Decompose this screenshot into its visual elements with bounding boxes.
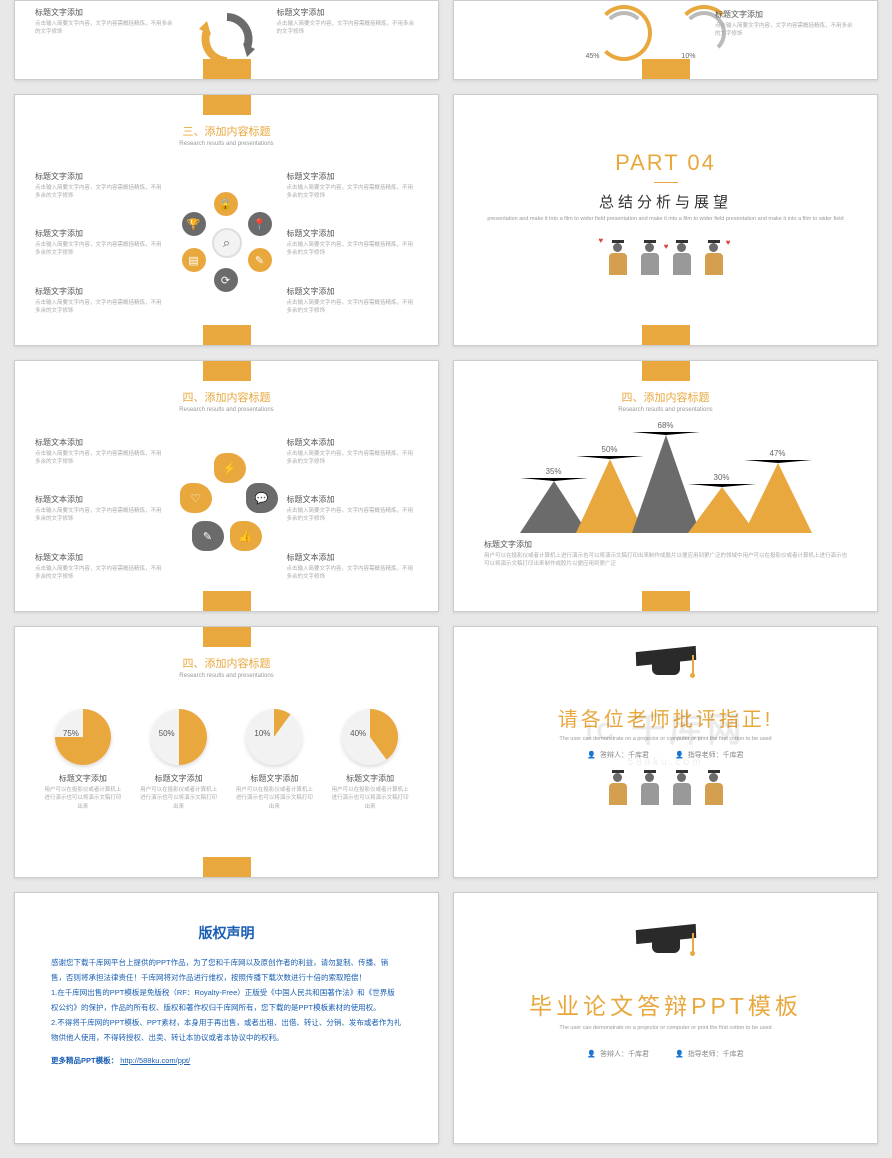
slide-title: 四、添加内容标题 (15, 655, 438, 671)
item-desc: 点击输入简要文字内容，文字内容需概括精炼，不用多余的文字修饰 (35, 20, 177, 37)
pie-item: 40%标题文字添加用户可以在投影仪或者计算机上进行演示也可以将演示文稿打印出来 (330, 709, 410, 811)
chart-footer-desc: 用户可以在投影仪或者计算机上进行演示也可以将演示文稿打印出来制作成胶片以便应用到… (484, 552, 847, 569)
slide-copyright: 版权声明 感谢您下载千库网平台上提供的PPT作品，为了您和千库网以及原创作者的利… (14, 892, 439, 1144)
pie-item: 50%标题文字添加用户可以在投影仪或者计算机上进行演示也可以将演示文稿打印出来 (139, 709, 219, 811)
peaks-chart: 35%50%68%30%47% (454, 433, 877, 533)
orange-tab (203, 95, 251, 115)
part-number: PART 04 (454, 150, 877, 176)
orange-tab (203, 591, 251, 611)
search-icon: ⌕ (223, 235, 230, 251)
copyright-link[interactable]: http://588ku.com/ppt/ (120, 1056, 190, 1065)
slide-cover: 毕业论文答辩PPT模板 The user can demonstrate on … (453, 892, 878, 1144)
orange-tab (642, 591, 690, 611)
pie-row: 75%标题文字添加用户可以在投影仪或者计算机上进行演示也可以将演示文稿打印出来5… (15, 679, 438, 821)
chat-icon: 💬 (246, 483, 278, 513)
slide-pies: 四、添加内容标题 Research results and presentati… (14, 626, 439, 878)
pin-icon: 📍 (248, 212, 272, 236)
slide-title: 四、添加内容标题 (454, 389, 877, 405)
blob-icon-diagram: ⚡ 💬 👍 ✎ ♡ (167, 423, 287, 595)
trophy-icon: 🏆 (182, 212, 206, 236)
pie-item: 75%标题文字添加用户可以在投影仪或者计算机上进行演示也可以将演示文稿打印出来 (43, 709, 123, 811)
graduates-illustration (454, 770, 877, 808)
book-icon: ▤ (182, 248, 206, 272)
lightning-icon: ⚡ (214, 453, 246, 483)
orange-tab (203, 325, 251, 345)
pencil-icon: ✎ (248, 248, 272, 272)
arrow-cycle-icon (177, 7, 277, 67)
slide-closing: IC 千库网 588ku.com 请各位老师批评指正! The user can… (453, 626, 878, 878)
slide-part04: PART 04 总结分析与展望 presentation and make it… (453, 94, 878, 346)
slide-subtitle: Research results and presentations (454, 407, 877, 413)
slide-peaks-chart: 四、添加内容标题 Research results and presentati… (453, 360, 878, 612)
copyright-p2: 1.在千库网出售的PPT模板是免版税（RF：Royalty-Free）正版受《中… (51, 985, 402, 1015)
heart-icon: ♡ (180, 483, 212, 513)
slide-title: 三、添加内容标题 (15, 123, 438, 139)
orange-tab (203, 627, 251, 647)
orange-tab (642, 361, 690, 381)
part-title-cn: 总结分析与展望 (454, 191, 877, 212)
copyright-p3: 2.不得将千库网的PPT模板、PPT素材，本身用于再出售，或者出租、出借、转让、… (51, 1015, 402, 1045)
orange-tab (203, 59, 251, 79)
edit-icon: ✎ (192, 521, 224, 551)
slide-partial-left: 标题文字添加 点击输入简要文字内容，文字内容需概括精炼，不用多余的文字修饰 标题… (14, 0, 439, 80)
person-icon: 👤 (587, 752, 596, 759)
cover-sub: The user can demonstrate on a projector … (454, 1025, 877, 1031)
orange-tab (203, 361, 251, 381)
part-title-en: presentation and make it into a film to … (454, 216, 877, 222)
orange-tab (642, 325, 690, 345)
peak: 47% (744, 460, 812, 533)
thumbsup-icon: 👍 (230, 521, 262, 551)
person-icon: 👤 (675, 1051, 684, 1058)
person-icon: 👤 (587, 1051, 596, 1058)
orange-tab (642, 59, 690, 79)
graduation-cap-icon (636, 927, 696, 965)
closing-sub: The user can demonstrate on a projector … (454, 736, 877, 742)
sync-icon: ⟳ (214, 268, 238, 292)
slide-title: 四、添加内容标题 (15, 389, 438, 405)
chart-footer-title: 标题文字添加 (484, 539, 847, 550)
closing-title: 请各位老师批评指正! (454, 703, 877, 732)
item-desc: 点击输入简要文字内容，文字内容需概括精炼，不用多余的文字修饰 (715, 22, 855, 39)
pie-item: 10%标题文字添加用户可以在投影仪或者计算机上进行演示也可以将演示文稿打印出来 (234, 709, 314, 811)
cover-meta: 👤答辩人：千库君 👤指导老师：千库君 (454, 1049, 877, 1059)
item-title: 标题文字添加 (35, 7, 177, 18)
lock-icon: 🔒 (214, 192, 238, 216)
slide-hex-diagram: 三、添加内容标题 Research results and presentati… (14, 94, 439, 346)
copyright-title: 版权声明 (15, 923, 438, 943)
graduation-cap-icon (636, 649, 696, 687)
copyright-more: 更多精品PPT模板： (51, 1056, 118, 1065)
graduates-illustration: ♥ ♥ ♥ (454, 240, 877, 278)
cover-title: 毕业论文答辩PPT模板 (454, 987, 877, 1021)
arc-pct: 45% (586, 53, 600, 60)
copyright-p1: 感谢您下载千库网平台上提供的PPT作品，为了您和千库网以及原创作者的利益，请勿复… (51, 955, 402, 985)
orange-tab (203, 857, 251, 877)
item-title: 标题文字添加 (277, 7, 419, 18)
watermark-sub: 588ku.com (628, 757, 704, 768)
hex-icon-diagram: ⌕ 🔒 📍 ✎ ⟳ ▤ 🏆 (167, 157, 287, 329)
item-title: 标题文字添加 (715, 9, 855, 20)
item-desc: 点击输入简要文字内容，文字内容需概括精炼，不用多余的文字修饰 (277, 20, 419, 37)
slide-partial-right: 45% 10% 标题文字添加 点击输入简要文字内容，文字内容需概括精炼，不用多余… (453, 0, 878, 80)
slide-blob-diagram: 四、添加内容标题 Research results and presentati… (14, 360, 439, 612)
